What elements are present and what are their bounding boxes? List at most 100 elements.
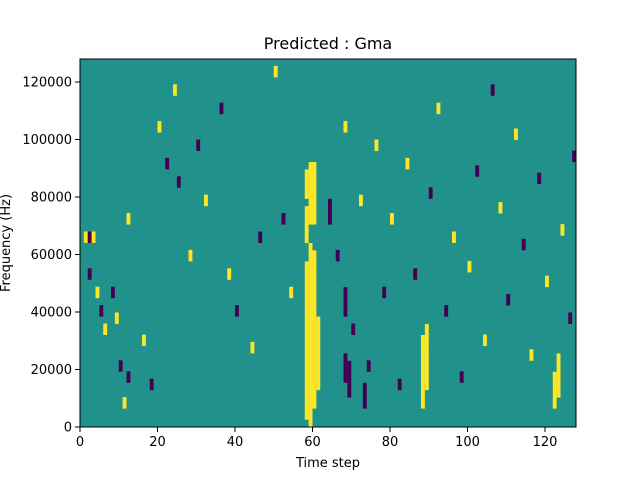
heatmap-cell xyxy=(165,157,170,170)
heatmap-cell xyxy=(308,162,313,225)
heatmap-cell xyxy=(359,194,363,207)
y-tick-label: 60000 xyxy=(31,248,72,263)
heatmap-cell xyxy=(351,323,356,335)
heatmap-cell xyxy=(114,312,119,324)
heatmap-cell xyxy=(316,316,321,391)
x-tick-label: 60 xyxy=(304,435,321,450)
plot-area xyxy=(79,58,577,428)
heatmap-cell xyxy=(382,286,387,299)
heatmap-cell xyxy=(126,371,131,383)
heatmap-cell xyxy=(335,249,340,262)
heatmap-cell xyxy=(289,286,294,299)
heatmap-cell xyxy=(99,305,104,317)
heatmap-cell xyxy=(304,261,309,420)
heatmap-cell xyxy=(362,382,367,409)
heatmap-cell xyxy=(173,84,177,96)
heatmap-cell xyxy=(490,84,495,96)
heatmap-cell xyxy=(498,202,503,214)
heatmap-cell xyxy=(343,287,348,317)
heatmap-cell xyxy=(118,360,123,372)
heatmap-cell xyxy=(312,250,317,409)
y-tick-label: 120000 xyxy=(22,76,72,91)
heatmap-cell xyxy=(397,378,402,391)
y-tick-label: 100000 xyxy=(22,133,72,148)
heatmap-cell xyxy=(95,286,100,299)
heatmap-cell xyxy=(83,231,88,243)
heatmap-cell xyxy=(308,243,313,427)
heatmap-cell xyxy=(424,323,429,391)
heatmap-cell xyxy=(514,128,518,140)
y-tick-label: 40000 xyxy=(31,306,72,321)
heatmap-cell xyxy=(258,231,263,243)
y-tick-label: 20000 xyxy=(31,363,72,378)
x-axis: 0 20 40 60 80 100 120 xyxy=(76,427,558,450)
heatmap-cell xyxy=(343,121,348,133)
heatmap-cell xyxy=(560,224,565,236)
heatmap-cell xyxy=(545,275,549,288)
x-tick-label: 0 xyxy=(76,435,84,450)
heatmap-cell xyxy=(552,371,557,409)
heatmap-cell xyxy=(91,231,96,243)
heatmap-cell xyxy=(537,172,542,185)
x-tick-label: 100 xyxy=(455,435,480,450)
heatmap-cell xyxy=(111,286,115,299)
heatmap-cell xyxy=(459,371,464,383)
heatmap-cell xyxy=(413,268,418,280)
heatmap-cell xyxy=(390,213,394,225)
y-tick-label: 0 xyxy=(64,421,72,436)
heatmap-cell xyxy=(568,312,573,324)
axes-frame xyxy=(79,58,577,428)
heatmap-cell xyxy=(444,305,449,317)
heatmap-cell xyxy=(273,65,278,78)
heatmap-cell xyxy=(521,238,526,251)
heatmap-cell xyxy=(157,121,162,133)
heatmap-cell xyxy=(304,169,309,199)
heatmap-cell xyxy=(235,305,239,317)
heatmap-cell xyxy=(374,139,379,151)
heatmap-cell xyxy=(436,102,441,115)
heatmap-cell xyxy=(428,187,433,199)
y-axis: 0 20000 40000 60000 80000 100000 120000 xyxy=(22,76,80,436)
heatmap-cell xyxy=(122,397,127,409)
y-axis-label: Frequency (Hz) xyxy=(0,194,14,292)
heatmap-cell xyxy=(347,360,352,398)
heatmap-cell xyxy=(421,335,425,409)
x-tick-label: 20 xyxy=(149,435,166,450)
chart-title: Predicted : Gma xyxy=(264,34,392,53)
heatmap-cell xyxy=(405,157,410,170)
heatmap-background xyxy=(80,59,576,427)
heatmap-cell xyxy=(219,102,224,115)
heatmap-cell xyxy=(529,349,534,361)
heatmap-cell xyxy=(281,213,286,225)
heatmap-cell xyxy=(142,334,146,347)
x-axis-label: Time step xyxy=(295,456,360,471)
heatmap-cell xyxy=(304,206,309,243)
y-tick-label: 80000 xyxy=(31,191,72,206)
x-tick-label: 120 xyxy=(533,435,558,450)
heatmap-cell xyxy=(196,139,201,151)
x-tick-label: 80 xyxy=(382,435,399,450)
heatmap-cell xyxy=(227,268,232,280)
heatmap-cell xyxy=(366,360,371,372)
heatmap-cell xyxy=(126,213,131,225)
heatmap-cell xyxy=(149,378,154,391)
heatmap-cell xyxy=(556,353,561,398)
heatmap-cell xyxy=(343,353,348,383)
heatmap-cell xyxy=(188,249,193,262)
heatmap-cell xyxy=(506,294,511,306)
heatmap-cell xyxy=(87,231,92,243)
heatmap-cell xyxy=(467,260,472,273)
heatmap-cell xyxy=(204,194,208,207)
heatmap-cell xyxy=(176,176,181,188)
heatmap-cell xyxy=(483,334,487,347)
heatmap-cell xyxy=(452,231,456,243)
heatmap-cell xyxy=(475,165,480,177)
heatmap-cell xyxy=(103,323,108,335)
heatmap-cell xyxy=(312,162,317,225)
x-tick-label: 40 xyxy=(227,435,244,450)
heatmap-cell xyxy=(328,198,332,225)
heatmap-cell xyxy=(250,341,255,354)
heatmap-cell xyxy=(572,150,576,163)
heatmap-cell xyxy=(87,268,92,280)
